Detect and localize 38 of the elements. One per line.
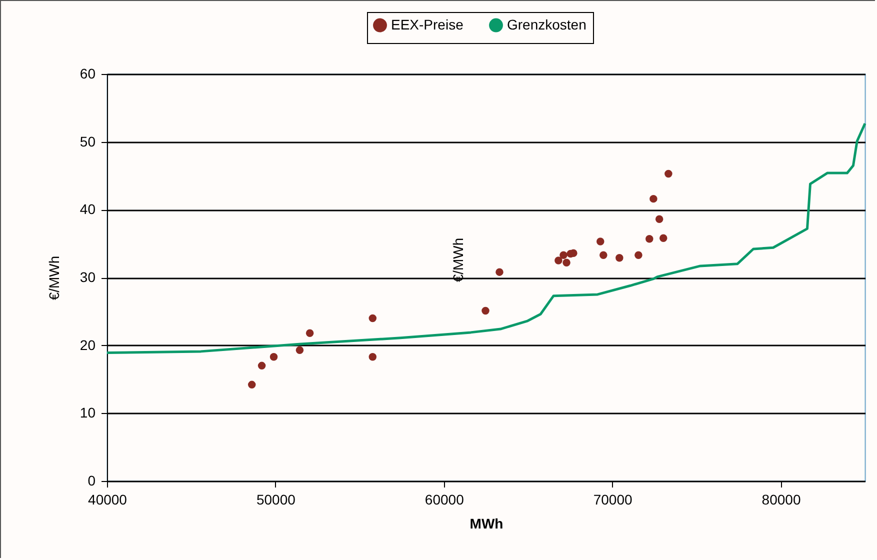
point [482, 306, 490, 315]
annotation: €/MWh [450, 238, 466, 282]
point [368, 314, 377, 322]
point [660, 234, 668, 242]
point [270, 353, 278, 361]
point [368, 353, 377, 361]
point [596, 238, 604, 246]
point [634, 251, 642, 259]
point [600, 251, 608, 259]
point [258, 362, 266, 370]
y-tick-label: 40 [80, 201, 96, 218]
y-tick-label: 0 [88, 472, 96, 488]
x-axis-title: MWh [470, 516, 504, 532]
x-tick-label: 80000 [762, 492, 801, 508]
point [248, 380, 256, 389]
point [560, 251, 568, 259]
legend-label: Grenzkosten [507, 16, 586, 32]
y-tick-label: 20 [80, 336, 96, 353]
point [496, 268, 504, 276]
point [306, 329, 314, 337]
x-tick-label: 60000 [424, 492, 464, 508]
point [616, 254, 624, 262]
x-tick-label: 70000 [593, 492, 633, 508]
point [562, 258, 570, 266]
y-axis-title: €/MWh [46, 256, 62, 300]
x-tick-label: 40000 [88, 492, 128, 508]
y-tick-label: 30 [80, 269, 96, 285]
legend-label: EEX-Preise [391, 16, 464, 32]
point [554, 256, 562, 264]
point [655, 215, 664, 224]
point [664, 170, 672, 178]
y-tick-label: 50 [80, 133, 96, 150]
point [296, 346, 304, 354]
point [650, 194, 658, 203]
x-tick-label: 50000 [256, 492, 296, 508]
y-tick-label: 60 [80, 66, 96, 82]
y-tick-label: 10 [80, 404, 96, 421]
point [646, 234, 654, 243]
